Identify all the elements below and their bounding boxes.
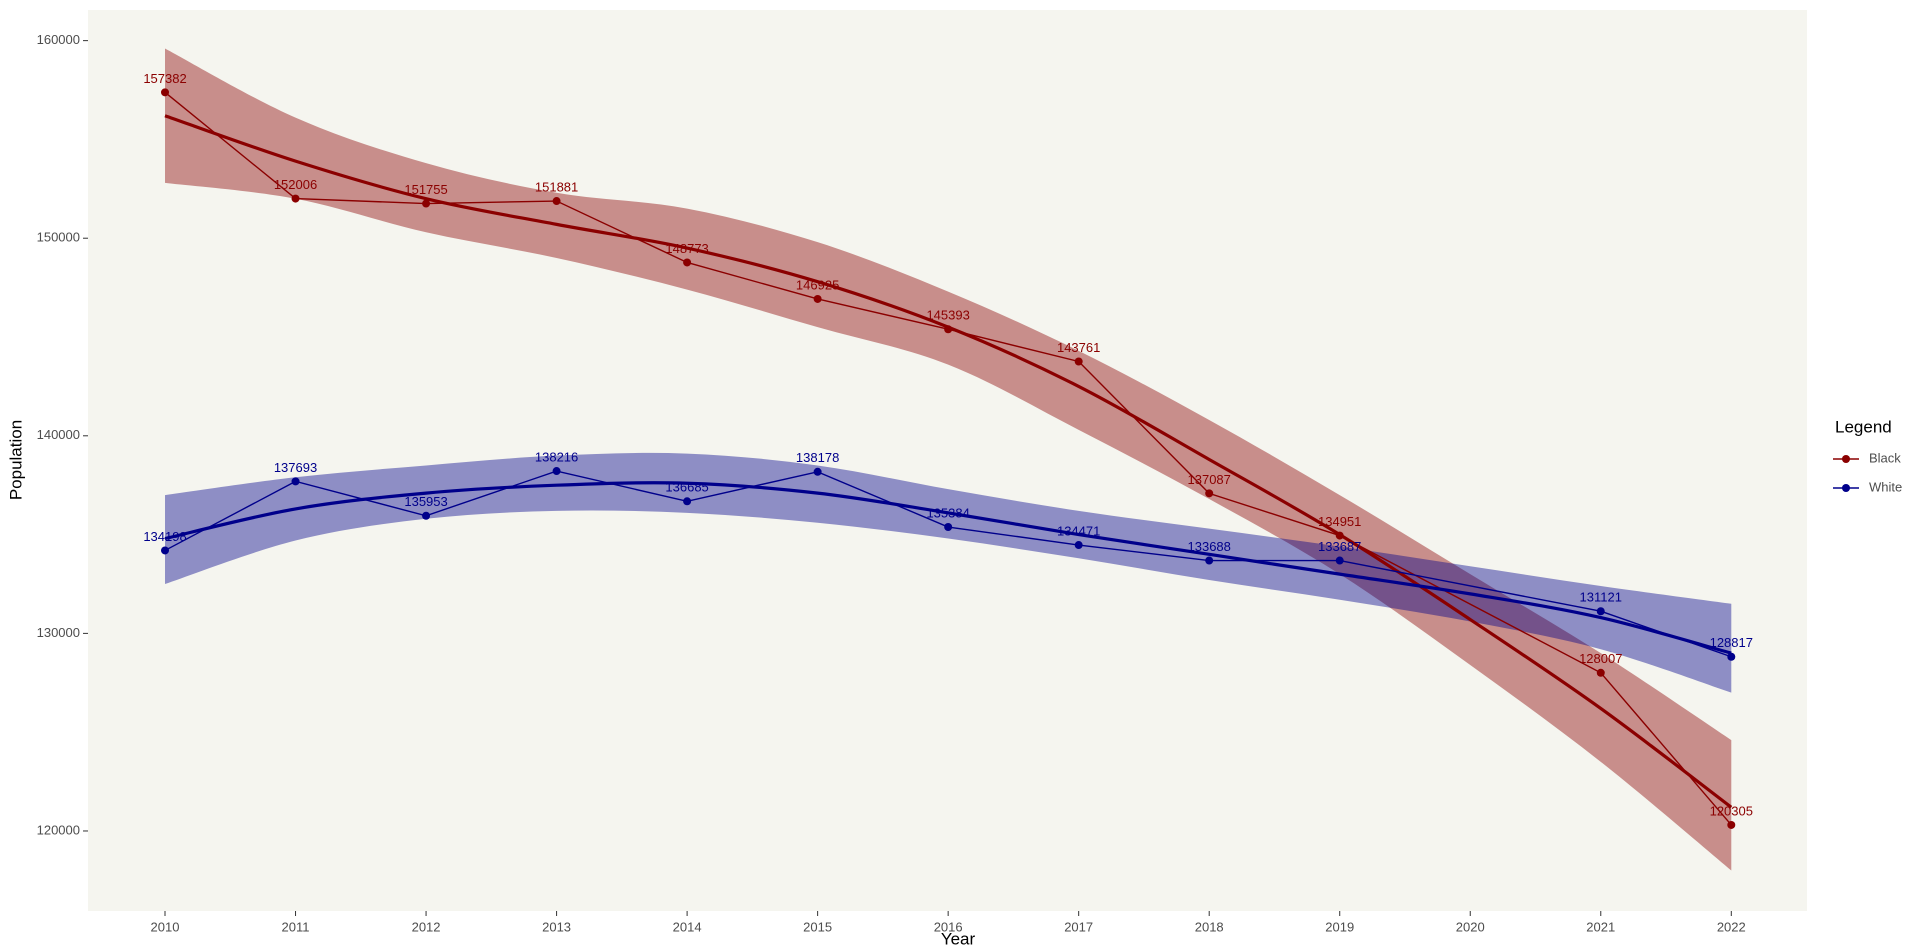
value-label: 135953 [404,494,447,509]
data-point [552,467,561,476]
value-label: 137693 [274,460,317,475]
x-tick-label: 2022 [1717,919,1746,934]
x-tick-label: 2017 [1064,919,1093,934]
confidence-band [165,48,1732,871]
value-label: 152006 [274,177,317,192]
data-line [164,91,1732,826]
data-point [1596,668,1605,677]
value-label: 138178 [796,450,839,465]
legend-marker [1842,484,1850,492]
data-point [944,523,953,532]
x-tick-label: 2018 [1195,919,1224,934]
legend-marker [1842,455,1850,463]
data-point [161,88,170,97]
value-label: 148773 [665,241,708,256]
data-point [552,197,561,206]
data-point [1074,357,1083,366]
x-tick-label: 2012 [412,919,441,934]
value-label: 128817 [1710,635,1753,650]
data-point [1727,820,1736,829]
value-label: 145393 [926,308,969,323]
trend-line [164,481,1732,655]
value-label: 136685 [665,480,708,495]
value-label: 120305 [1710,803,1753,818]
x-tick-label: 2020 [1456,919,1485,934]
x-tick-label: 2021 [1586,919,1615,934]
legend-title: Legend [1835,417,1892,436]
value-label: 135384 [926,505,969,520]
value-label: 151881 [535,179,578,194]
data-point [291,194,300,203]
data-point [422,199,431,208]
value-label: 134198 [143,529,186,544]
data-point [683,258,692,267]
x-tick-label: 2016 [934,919,963,934]
value-label: 157382 [143,71,186,86]
value-label: 146925 [796,277,839,292]
x-tick-label: 2015 [803,919,832,934]
plot-panel [88,10,1807,911]
legend-label: White [1869,479,1902,494]
value-label: 151755 [404,182,447,197]
data-point [1205,556,1214,565]
data-point [1335,556,1344,565]
x-tick-label: 2013 [542,919,571,934]
x-tick-label: 2014 [673,919,702,934]
x-tick-label: 2011 [282,919,310,934]
data-point [422,511,431,520]
value-label: 128007 [1579,651,1622,666]
value-label: 134471 [1057,523,1100,538]
x-tick-label: 2010 [151,919,180,934]
data-point [944,325,953,334]
data-line [164,470,1732,658]
data-point [291,477,300,486]
y-tick-label: 150000 [37,230,80,245]
value-label: 131121 [1580,590,1622,605]
data-point [1596,607,1605,616]
data-point [1205,489,1214,498]
y-axis-title: Population [6,420,25,500]
value-label: 137087 [1188,472,1231,487]
data-point [1335,531,1344,540]
value-label: 134951 [1318,514,1361,529]
y-tick-label: 130000 [37,625,80,640]
x-tick-label: 2019 [1325,919,1354,934]
data-point [813,294,822,303]
data-point [1074,541,1083,550]
y-tick-label: 160000 [37,32,80,47]
value-label: 138216 [535,449,578,464]
legend-label: Black [1869,450,1901,465]
x-axis-title: Year [941,929,976,948]
trend-line [164,114,1733,809]
data-point [813,467,822,476]
y-tick-label: 120000 [37,822,80,837]
confidence-band [165,452,1732,693]
y-tick-label: 140000 [37,427,80,442]
data-point [683,497,692,506]
value-label: 143761 [1057,340,1100,355]
data-point [1727,652,1736,661]
value-label: 133688 [1188,539,1231,554]
data-point [161,546,170,555]
value-label: 133687 [1318,539,1361,554]
